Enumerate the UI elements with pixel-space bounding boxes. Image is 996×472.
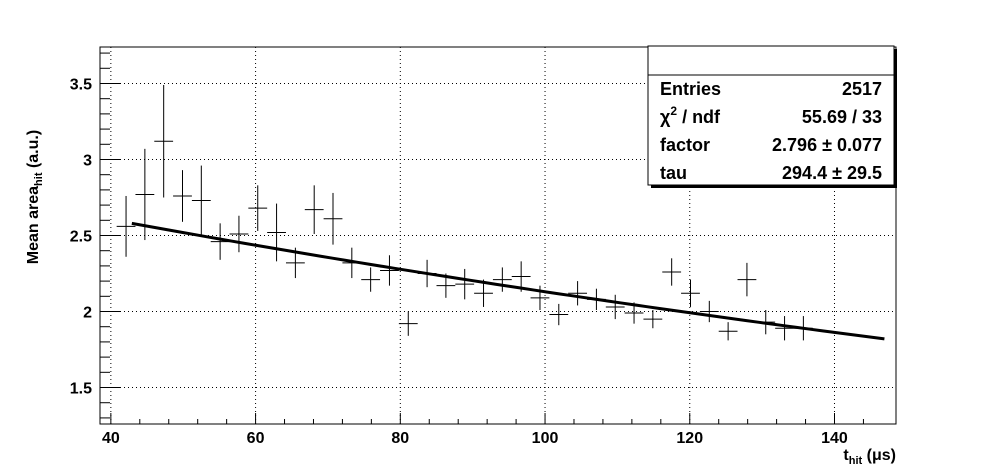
data-point [699, 300, 719, 323]
stats-tau-label: tau [660, 163, 687, 183]
stats-tau-value: 294.4 ± 29.5 [782, 163, 882, 183]
data-point [549, 303, 569, 326]
stats-chi2-symbol: χ [660, 107, 671, 127]
x-tick-label: 80 [391, 430, 409, 447]
y-tick-label: 3.5 [70, 76, 92, 93]
grid-lines [100, 47, 896, 424]
data-point [474, 279, 493, 307]
data-point [662, 258, 682, 286]
x-tick-label: 40 [102, 430, 120, 447]
stats-chi2-label: χ2 / ndf [660, 104, 721, 127]
data-point [229, 215, 249, 253]
data-point [323, 192, 343, 245]
x-tick-label: 140 [821, 430, 848, 447]
data-point [248, 185, 268, 231]
data-point [681, 279, 700, 307]
data-point [116, 195, 136, 257]
data-point [380, 255, 399, 286]
fit-curve [131, 221, 885, 341]
y-axis-title-sub: hit [33, 172, 45, 186]
data-point [775, 316, 794, 341]
data-point [154, 85, 174, 198]
y-tick-label: 2 [83, 305, 92, 322]
data-point [304, 185, 324, 234]
axis-ticks [100, 52, 864, 424]
y-axis-title: Mean areahit (a.u.) [25, 130, 45, 264]
stats-chi2-sup: 2 [670, 104, 677, 118]
data-point [398, 311, 418, 336]
y-axis-title-unit: (a.u.) [25, 130, 42, 173]
stats-factor-label: factor [660, 135, 710, 155]
data-point [455, 268, 475, 300]
x-axis-title-unit: (μs) [862, 447, 896, 464]
x-tick-label: 100 [532, 430, 559, 447]
data-point [643, 309, 663, 329]
x-axis-title-sub: hit [849, 455, 863, 467]
stats-box: Entries 2517 χ2 / ndf 55.69 / 33 factor … [647, 45, 897, 188]
stats-box-frame [647, 45, 895, 186]
stats-factor-value: 2.796 ± 0.077 [772, 135, 882, 155]
data-point [605, 294, 625, 320]
y-tick-label: 1.5 [70, 381, 92, 398]
data-point [737, 262, 757, 297]
data-point [173, 170, 192, 222]
data-point [718, 322, 738, 341]
y-tick-label: 3 [83, 152, 92, 169]
data-point [191, 165, 211, 236]
x-axis-title-main: t [843, 447, 849, 464]
y-tick-label: 2.5 [70, 229, 92, 246]
stats-chi2-rest: / ndf [677, 107, 721, 127]
stats-entries-label: Entries [660, 79, 721, 99]
x-tick-label: 120 [676, 430, 703, 447]
data-point [568, 281, 588, 306]
x-axis-title: thit (μs) [843, 447, 896, 467]
y-axis-title-main: Mean area [25, 186, 42, 264]
data-point [361, 267, 381, 292]
stats-entries-value: 2517 [842, 79, 882, 99]
stats-chi2-value: 55.69 / 33 [802, 107, 882, 127]
tick-labels: 40 60 80 100 120 140 1.5 2 2.5 3 3.5 [70, 76, 848, 447]
data-point [267, 203, 286, 262]
x-tick-label: 60 [247, 430, 265, 447]
data-point [492, 267, 512, 292]
